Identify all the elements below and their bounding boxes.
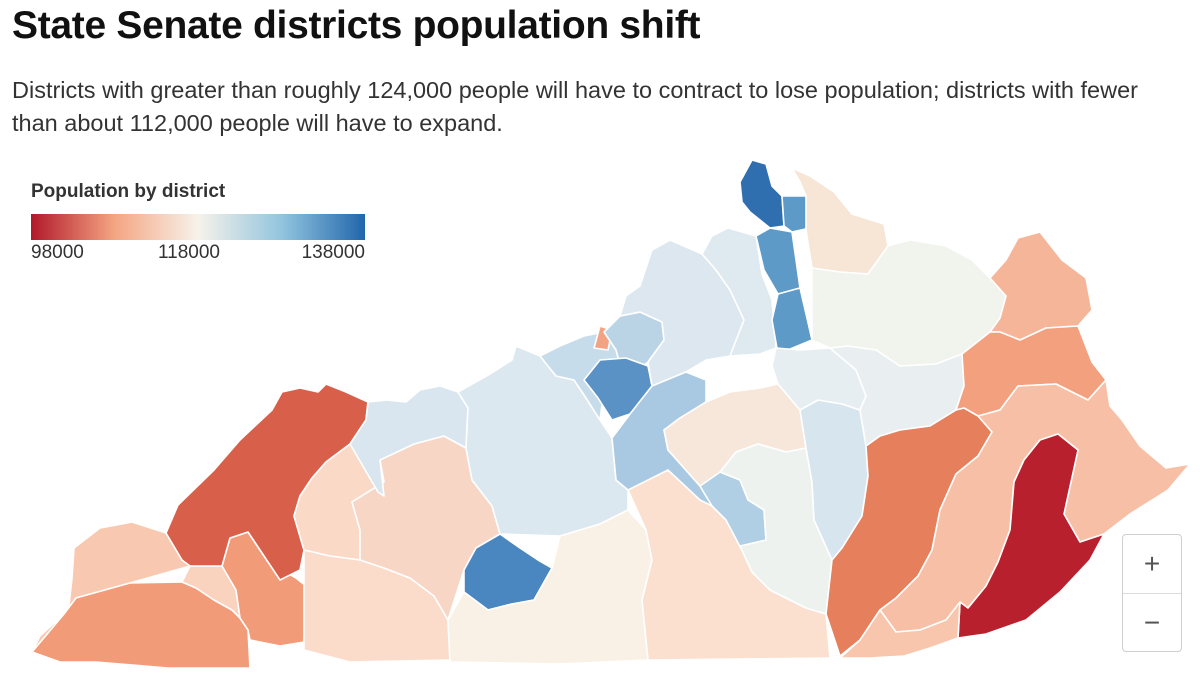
zoom-control: + −	[1122, 534, 1182, 652]
legend: Population by district 98000 118000 1380…	[31, 181, 365, 266]
page-title: State Senate districts population shift	[12, 4, 701, 47]
district-region[interactable]	[957, 433, 1105, 639]
district-region[interactable]	[839, 601, 961, 659]
district-region[interactable]	[989, 231, 1093, 341]
district-region[interactable]	[771, 287, 813, 355]
district-region[interactable]	[781, 195, 811, 233]
district-region[interactable]	[739, 159, 785, 229]
district-region[interactable]	[719, 443, 833, 615]
legend-tick-max: 138000	[301, 242, 365, 263]
minus-icon: −	[1143, 606, 1161, 638]
legend-tick-min: 98000	[31, 242, 84, 263]
legend-color-ramp	[31, 214, 365, 240]
zoom-in-button[interactable]: +	[1123, 535, 1181, 593]
legend-tick-mid: 118000	[158, 242, 220, 263]
plus-icon: +	[1143, 548, 1161, 579]
district-region[interactable]	[771, 347, 867, 411]
page-subtitle: Districts with greater than roughly 124,…	[12, 77, 1138, 136]
zoom-out-button[interactable]: −	[1123, 593, 1181, 651]
legend-ticks: 98000 118000 138000	[31, 242, 365, 266]
kentucky-senate-district-map[interactable]	[0, 150, 1200, 674]
district-region[interactable]	[791, 167, 889, 275]
district-region[interactable]	[447, 509, 653, 665]
legend-title: Population by district	[31, 181, 226, 202]
